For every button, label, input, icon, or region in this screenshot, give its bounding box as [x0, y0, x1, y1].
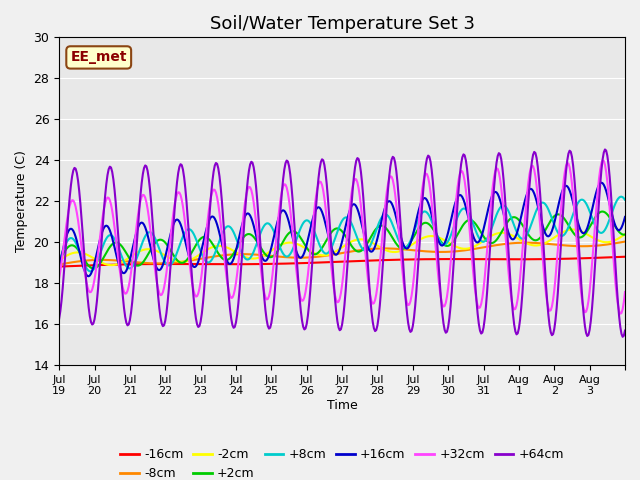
+8cm	[455, 211, 463, 217]
X-axis label: Time: Time	[326, 399, 358, 412]
+16cm	[596, 180, 604, 186]
+32cm	[55, 276, 63, 281]
Y-axis label: Temperature (C): Temperature (C)	[15, 150, 28, 252]
+2cm	[596, 209, 604, 215]
-2cm	[467, 245, 474, 251]
Legend: -16cm, -8cm, -2cm, +2cm, +8cm, +16cm, +32cm, +64cm: -16cm, -8cm, -2cm, +2cm, +8cm, +16cm, +3…	[115, 443, 569, 480]
-8cm	[621, 239, 629, 244]
+8cm	[467, 215, 474, 220]
-8cm	[454, 248, 461, 254]
+32cm	[465, 224, 473, 230]
-2cm	[55, 258, 63, 264]
+32cm	[599, 157, 607, 163]
+64cm	[465, 192, 473, 198]
+8cm	[621, 197, 629, 203]
+16cm	[314, 205, 321, 211]
+64cm	[619, 334, 627, 340]
Line: -16cm: -16cm	[59, 257, 625, 266]
+8cm	[314, 237, 321, 242]
+2cm	[55, 258, 63, 264]
-2cm	[570, 227, 577, 232]
+16cm	[474, 240, 481, 245]
Line: -8cm: -8cm	[59, 241, 625, 264]
+64cm	[621, 328, 629, 334]
+8cm	[618, 194, 625, 200]
+2cm	[90, 265, 97, 271]
+32cm	[621, 289, 629, 295]
Title: Soil/Water Temperature Set 3: Soil/Water Temperature Set 3	[209, 15, 475, 33]
-8cm	[342, 250, 349, 255]
-2cm	[343, 241, 351, 247]
-2cm	[107, 262, 115, 268]
-16cm	[595, 255, 603, 261]
-8cm	[472, 246, 480, 252]
+16cm	[467, 224, 474, 229]
+64cm	[472, 298, 480, 303]
+32cm	[454, 184, 461, 190]
+64cm	[595, 197, 603, 203]
-2cm	[474, 242, 481, 248]
-2cm	[314, 252, 321, 257]
+2cm	[455, 229, 463, 235]
+32cm	[312, 193, 320, 199]
Line: +8cm: +8cm	[59, 197, 625, 271]
+64cm	[454, 200, 461, 206]
+32cm	[616, 311, 624, 316]
+32cm	[595, 175, 603, 181]
-16cm	[454, 256, 461, 262]
+16cm	[598, 180, 605, 186]
+64cm	[55, 316, 63, 322]
+8cm	[596, 230, 604, 236]
Line: +16cm: +16cm	[59, 183, 625, 276]
+8cm	[474, 232, 481, 238]
Line: +32cm: +32cm	[59, 160, 625, 313]
Line: +2cm: +2cm	[59, 212, 625, 268]
+64cm	[342, 288, 349, 294]
-16cm	[55, 264, 63, 269]
Line: +64cm: +64cm	[59, 149, 625, 337]
-8cm	[55, 262, 63, 267]
Text: EE_met: EE_met	[70, 50, 127, 64]
+2cm	[621, 232, 629, 238]
+2cm	[467, 217, 474, 223]
-2cm	[455, 245, 463, 251]
-8cm	[595, 242, 603, 248]
+2cm	[343, 235, 351, 241]
-8cm	[465, 247, 473, 252]
+16cm	[343, 218, 351, 224]
-16cm	[342, 259, 349, 264]
Line: -2cm: -2cm	[59, 229, 625, 265]
-2cm	[598, 239, 605, 244]
+8cm	[86, 268, 93, 274]
+16cm	[621, 214, 629, 220]
-16cm	[312, 260, 320, 265]
-16cm	[621, 254, 629, 260]
+2cm	[599, 209, 607, 215]
+64cm	[312, 203, 320, 208]
+32cm	[342, 249, 349, 254]
-16cm	[465, 256, 473, 262]
+64cm	[601, 146, 609, 152]
+16cm	[84, 274, 92, 279]
-16cm	[472, 256, 480, 262]
+2cm	[474, 224, 481, 230]
-8cm	[312, 254, 320, 260]
+16cm	[55, 263, 63, 269]
+8cm	[55, 259, 63, 264]
+16cm	[455, 192, 463, 198]
+8cm	[343, 215, 351, 220]
+32cm	[472, 297, 480, 303]
+2cm	[314, 251, 321, 256]
-2cm	[621, 231, 629, 237]
